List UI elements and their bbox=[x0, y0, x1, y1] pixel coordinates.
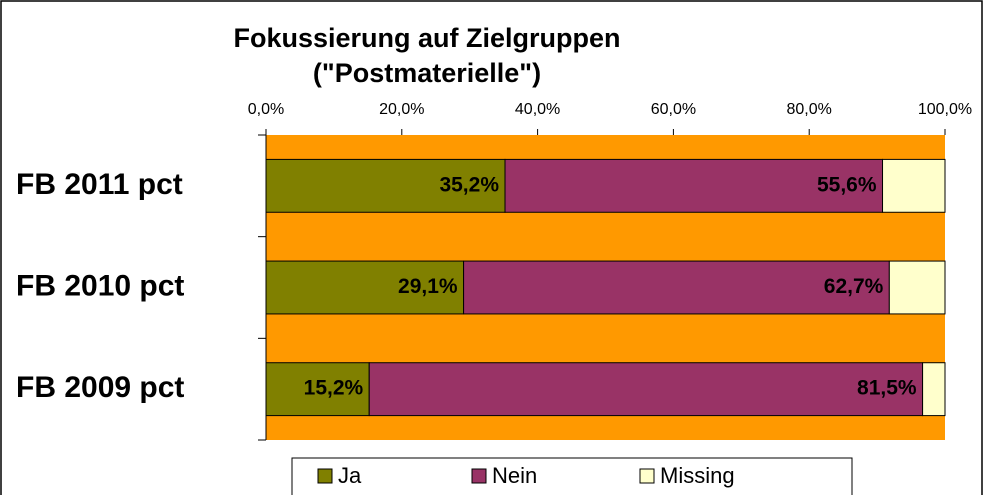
x-tick-label: 20,0% bbox=[379, 101, 424, 118]
bar-segment bbox=[882, 158, 946, 213]
x-tick-label: 100,0% bbox=[918, 101, 972, 118]
bar-segment bbox=[888, 260, 946, 315]
bar-segment bbox=[368, 362, 924, 417]
data-label: 55,6% bbox=[817, 173, 877, 196]
data-label: 81,5% bbox=[857, 377, 917, 400]
legend-label: Missing bbox=[660, 463, 735, 488]
chart-title: Fokussierung auf Zielgruppen bbox=[233, 23, 620, 53]
chart-subtitle: ("Postmaterielle") bbox=[313, 58, 541, 88]
y-tick-label: FB 2011 pct bbox=[16, 168, 183, 201]
bar-segment bbox=[922, 362, 946, 417]
bar-segment bbox=[463, 260, 890, 315]
x-tick-label: 40,0% bbox=[515, 101, 560, 118]
x-tick-label: 60,0% bbox=[651, 101, 696, 118]
bar-segment bbox=[265, 260, 465, 315]
data-label: 29,1% bbox=[398, 275, 458, 298]
legend-label: Ja bbox=[338, 463, 362, 488]
legend bbox=[291, 457, 853, 495]
bar-segment bbox=[265, 158, 506, 213]
data-label: 62,7% bbox=[824, 275, 884, 298]
legend-swatch bbox=[639, 468, 655, 484]
data-label: 15,2% bbox=[304, 377, 364, 400]
x-tick-label: 0,0% bbox=[248, 101, 284, 118]
legend-swatch bbox=[317, 468, 333, 484]
legend-label: Nein bbox=[492, 463, 537, 488]
y-tick-label: FB 2010 pct bbox=[16, 269, 184, 302]
data-label: 35,2% bbox=[439, 173, 499, 196]
legend-swatch bbox=[471, 468, 487, 484]
x-tick-label: 80,0% bbox=[787, 101, 832, 118]
y-tick-label: FB 2009 pct bbox=[16, 371, 184, 404]
bar-segment bbox=[504, 158, 884, 213]
